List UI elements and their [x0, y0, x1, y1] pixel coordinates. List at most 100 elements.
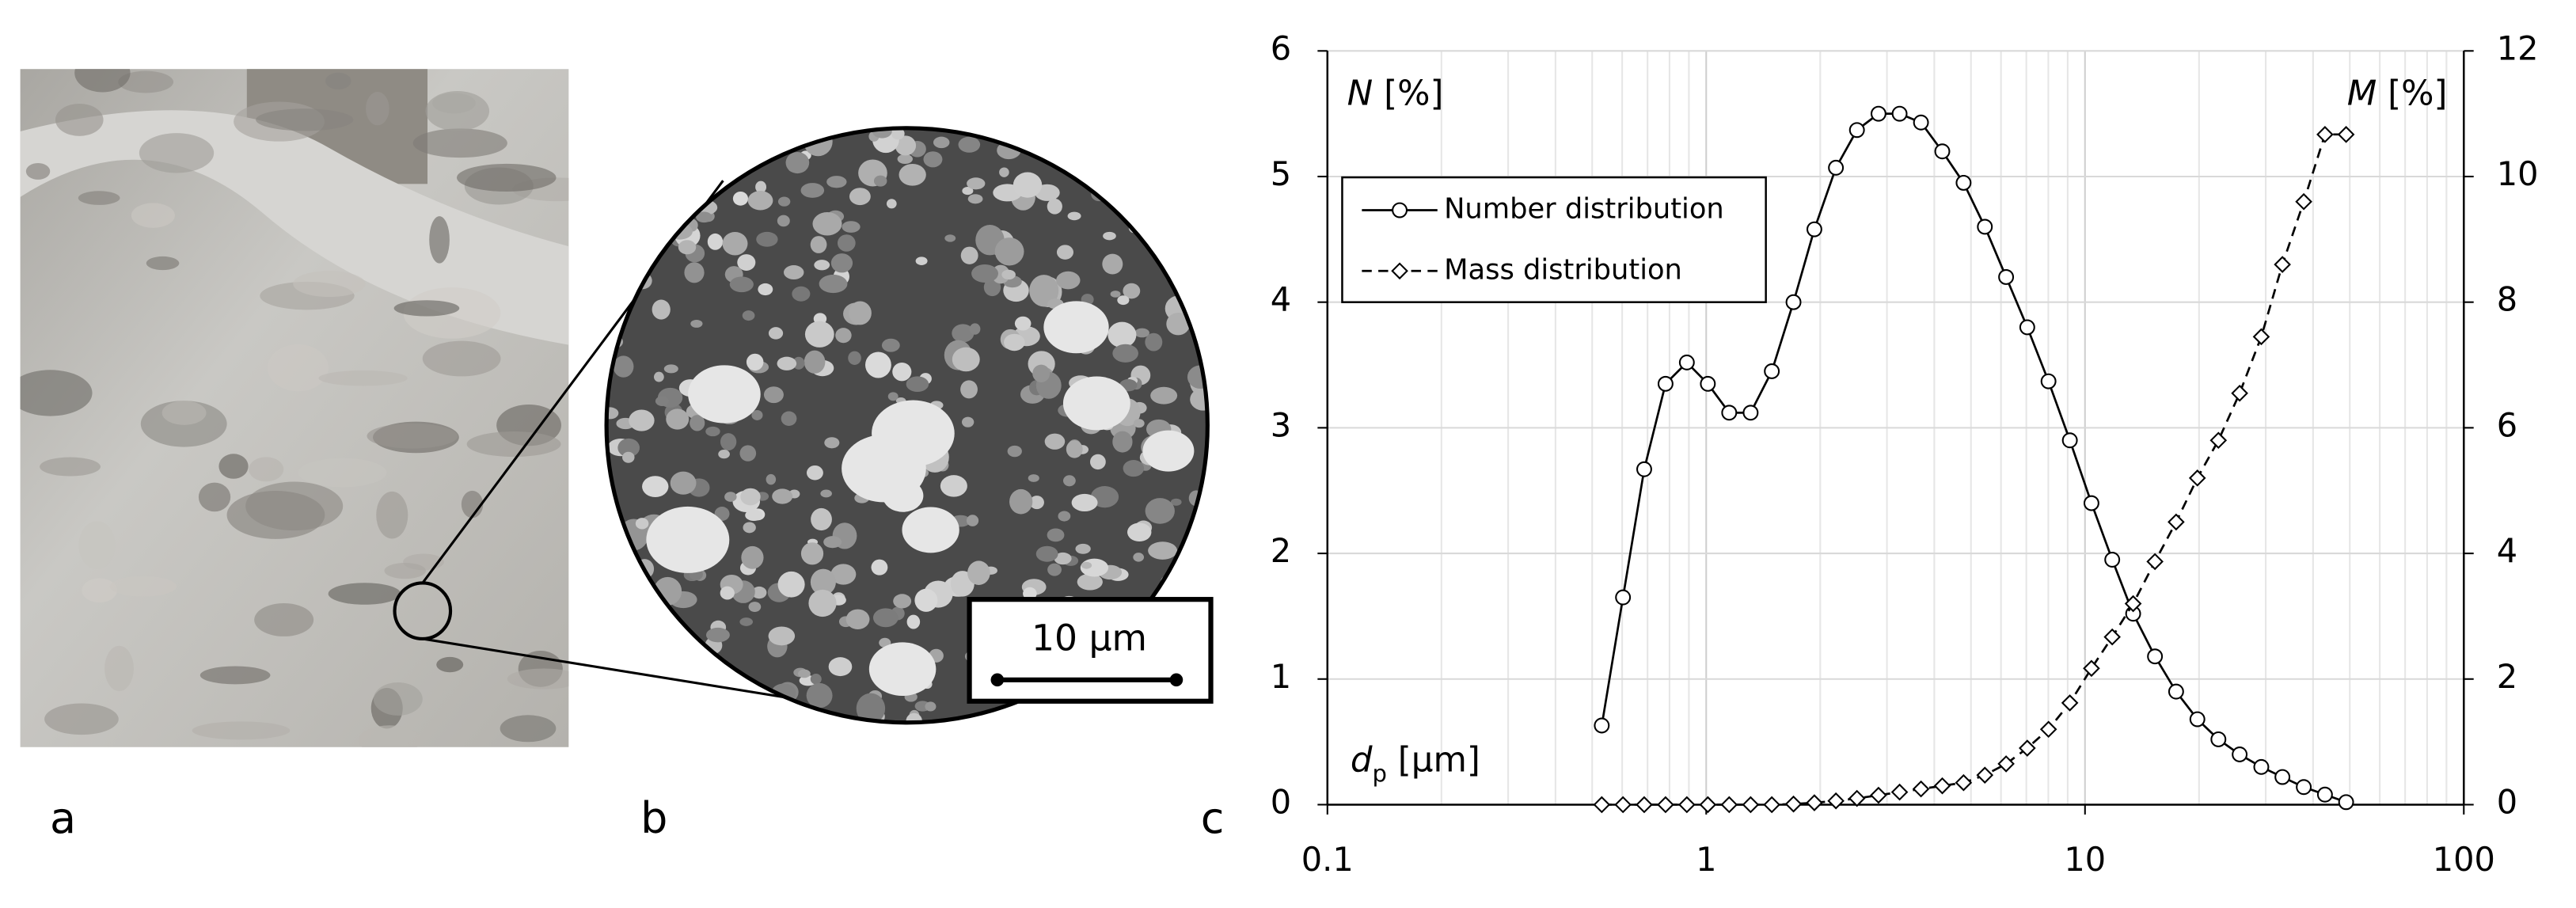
marker [1891, 105, 1908, 122]
y2-tick-label: 4 [2497, 531, 2517, 570]
particle [748, 602, 762, 612]
particle [745, 509, 763, 522]
y2-tick-label: 12 [2497, 28, 2539, 67]
particle [820, 489, 832, 498]
particle [1056, 271, 1081, 290]
particle [696, 127, 719, 138]
particle [720, 586, 735, 600]
texture [139, 133, 215, 173]
panel-label: b [640, 793, 667, 843]
particle [766, 473, 777, 485]
texture [367, 423, 458, 449]
particle [678, 240, 697, 255]
particle [1035, 545, 1058, 562]
marker [2274, 256, 2291, 273]
particle [891, 127, 905, 140]
particle [740, 488, 761, 506]
marker [1806, 794, 1823, 811]
axis-label-part: N [1347, 74, 1373, 113]
texture [146, 256, 180, 271]
particle [1148, 541, 1178, 560]
panel-label: c [1201, 793, 1225, 843]
marker [1870, 105, 1886, 122]
particle [906, 376, 929, 393]
particle [849, 301, 872, 325]
texture [78, 191, 120, 205]
marker [1934, 143, 1951, 160]
marker [1593, 796, 1611, 814]
particle [670, 471, 697, 495]
particle [785, 151, 810, 174]
particle [966, 515, 979, 526]
particle [923, 151, 943, 168]
particle [814, 260, 830, 271]
texture [109, 576, 177, 597]
texture [500, 715, 557, 743]
particle [1112, 431, 1133, 453]
marker [2188, 469, 2206, 487]
axis-label-part: [%] [1373, 74, 1443, 113]
particle [724, 492, 737, 502]
texture [466, 431, 561, 458]
texture [412, 128, 507, 158]
texture [373, 682, 423, 716]
texture [256, 108, 354, 131]
particle [952, 347, 980, 372]
particle [737, 254, 756, 271]
particle [690, 415, 705, 431]
particle [892, 363, 912, 382]
particle [777, 571, 805, 598]
particle [651, 164, 665, 173]
particle [1025, 130, 1041, 142]
particle [1104, 137, 1122, 154]
x-tick-label: 0.1 [1301, 840, 1354, 879]
particle [684, 262, 705, 283]
texture [82, 578, 118, 603]
particle [792, 356, 805, 370]
particle [777, 215, 790, 227]
marker [2295, 192, 2312, 211]
particle [654, 371, 664, 382]
particle [1145, 332, 1163, 351]
photo-a [20, 69, 569, 747]
zoom-line [422, 637, 789, 700]
particle [1047, 198, 1062, 215]
marker [2104, 552, 2121, 568]
particle [694, 175, 716, 194]
marker [1636, 461, 1652, 477]
particle [824, 437, 840, 449]
particle [690, 702, 702, 710]
scale-bar-end [990, 673, 1005, 687]
particle [811, 507, 832, 531]
particle [983, 278, 1001, 297]
particle [613, 355, 634, 378]
particle [800, 542, 824, 565]
y2-tick-label: 2 [2497, 657, 2517, 696]
particle [1191, 538, 1208, 559]
particle [810, 236, 827, 253]
texture [393, 300, 460, 317]
particle [1072, 127, 1098, 150]
particle [616, 137, 646, 161]
marker [1827, 792, 1845, 810]
axis-label: dp [µm] [1351, 741, 1480, 788]
particle [659, 697, 685, 713]
particle [872, 608, 899, 628]
marker [2168, 683, 2184, 700]
marker [1742, 405, 1759, 421]
texture [118, 70, 174, 93]
particle [1179, 127, 1198, 139]
y-tick-label: 2 [1271, 531, 1291, 570]
particle [1117, 295, 1130, 306]
marker [1391, 262, 1408, 280]
y2-tick-label: 6 [2497, 405, 2517, 444]
marker [2274, 769, 2291, 785]
particle [606, 407, 619, 420]
particle [872, 400, 955, 467]
texture [325, 72, 351, 90]
marker [1614, 796, 1632, 814]
marker [2061, 694, 2079, 712]
particle [893, 594, 912, 609]
axis-label-part: [µm] [1387, 741, 1480, 781]
